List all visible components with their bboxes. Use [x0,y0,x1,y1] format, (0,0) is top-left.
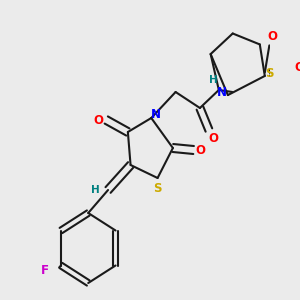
Text: O: O [208,131,218,145]
Text: N: N [217,85,226,98]
Text: S: S [153,182,162,194]
Text: F: F [41,264,49,277]
Text: O: O [294,61,300,74]
Text: O: O [196,143,206,157]
Text: H: H [209,75,218,85]
Text: S: S [265,68,274,80]
Text: O: O [267,30,277,44]
Text: N: N [151,109,161,122]
Text: O: O [93,113,103,127]
Text: H: H [91,185,100,195]
